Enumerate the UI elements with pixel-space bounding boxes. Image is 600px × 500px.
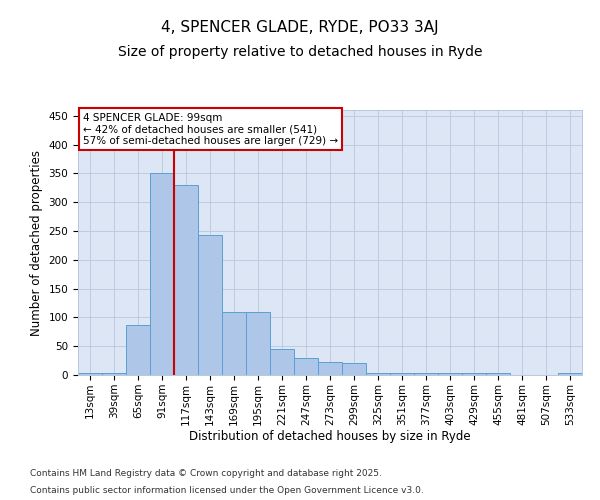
Bar — [102, 374, 126, 375]
Text: 4 SPENCER GLADE: 99sqm
← 42% of detached houses are smaller (541)
57% of semi-de: 4 SPENCER GLADE: 99sqm ← 42% of detached… — [83, 112, 338, 146]
Bar — [126, 325, 150, 375]
Bar — [222, 312, 246, 375]
Text: Contains public sector information licensed under the Open Government Licence v3: Contains public sector information licen… — [30, 486, 424, 495]
Bar — [318, 362, 342, 375]
Text: Size of property relative to detached houses in Ryde: Size of property relative to detached ho… — [118, 45, 482, 59]
Bar — [486, 374, 510, 375]
Bar — [342, 364, 366, 375]
X-axis label: Distribution of detached houses by size in Ryde: Distribution of detached houses by size … — [189, 430, 471, 444]
Bar — [390, 374, 414, 375]
Y-axis label: Number of detached properties: Number of detached properties — [30, 150, 43, 336]
Bar — [366, 374, 390, 375]
Bar — [198, 235, 222, 375]
Bar — [294, 358, 318, 375]
Bar — [174, 185, 198, 375]
Bar — [462, 374, 486, 375]
Bar — [78, 374, 102, 375]
Bar — [150, 174, 174, 375]
Text: 4, SPENCER GLADE, RYDE, PO33 3AJ: 4, SPENCER GLADE, RYDE, PO33 3AJ — [161, 20, 439, 35]
Text: Contains HM Land Registry data © Crown copyright and database right 2025.: Contains HM Land Registry data © Crown c… — [30, 468, 382, 477]
Bar — [558, 374, 582, 375]
Bar — [270, 349, 294, 375]
Bar — [438, 374, 462, 375]
Bar — [246, 312, 270, 375]
Bar — [414, 374, 438, 375]
